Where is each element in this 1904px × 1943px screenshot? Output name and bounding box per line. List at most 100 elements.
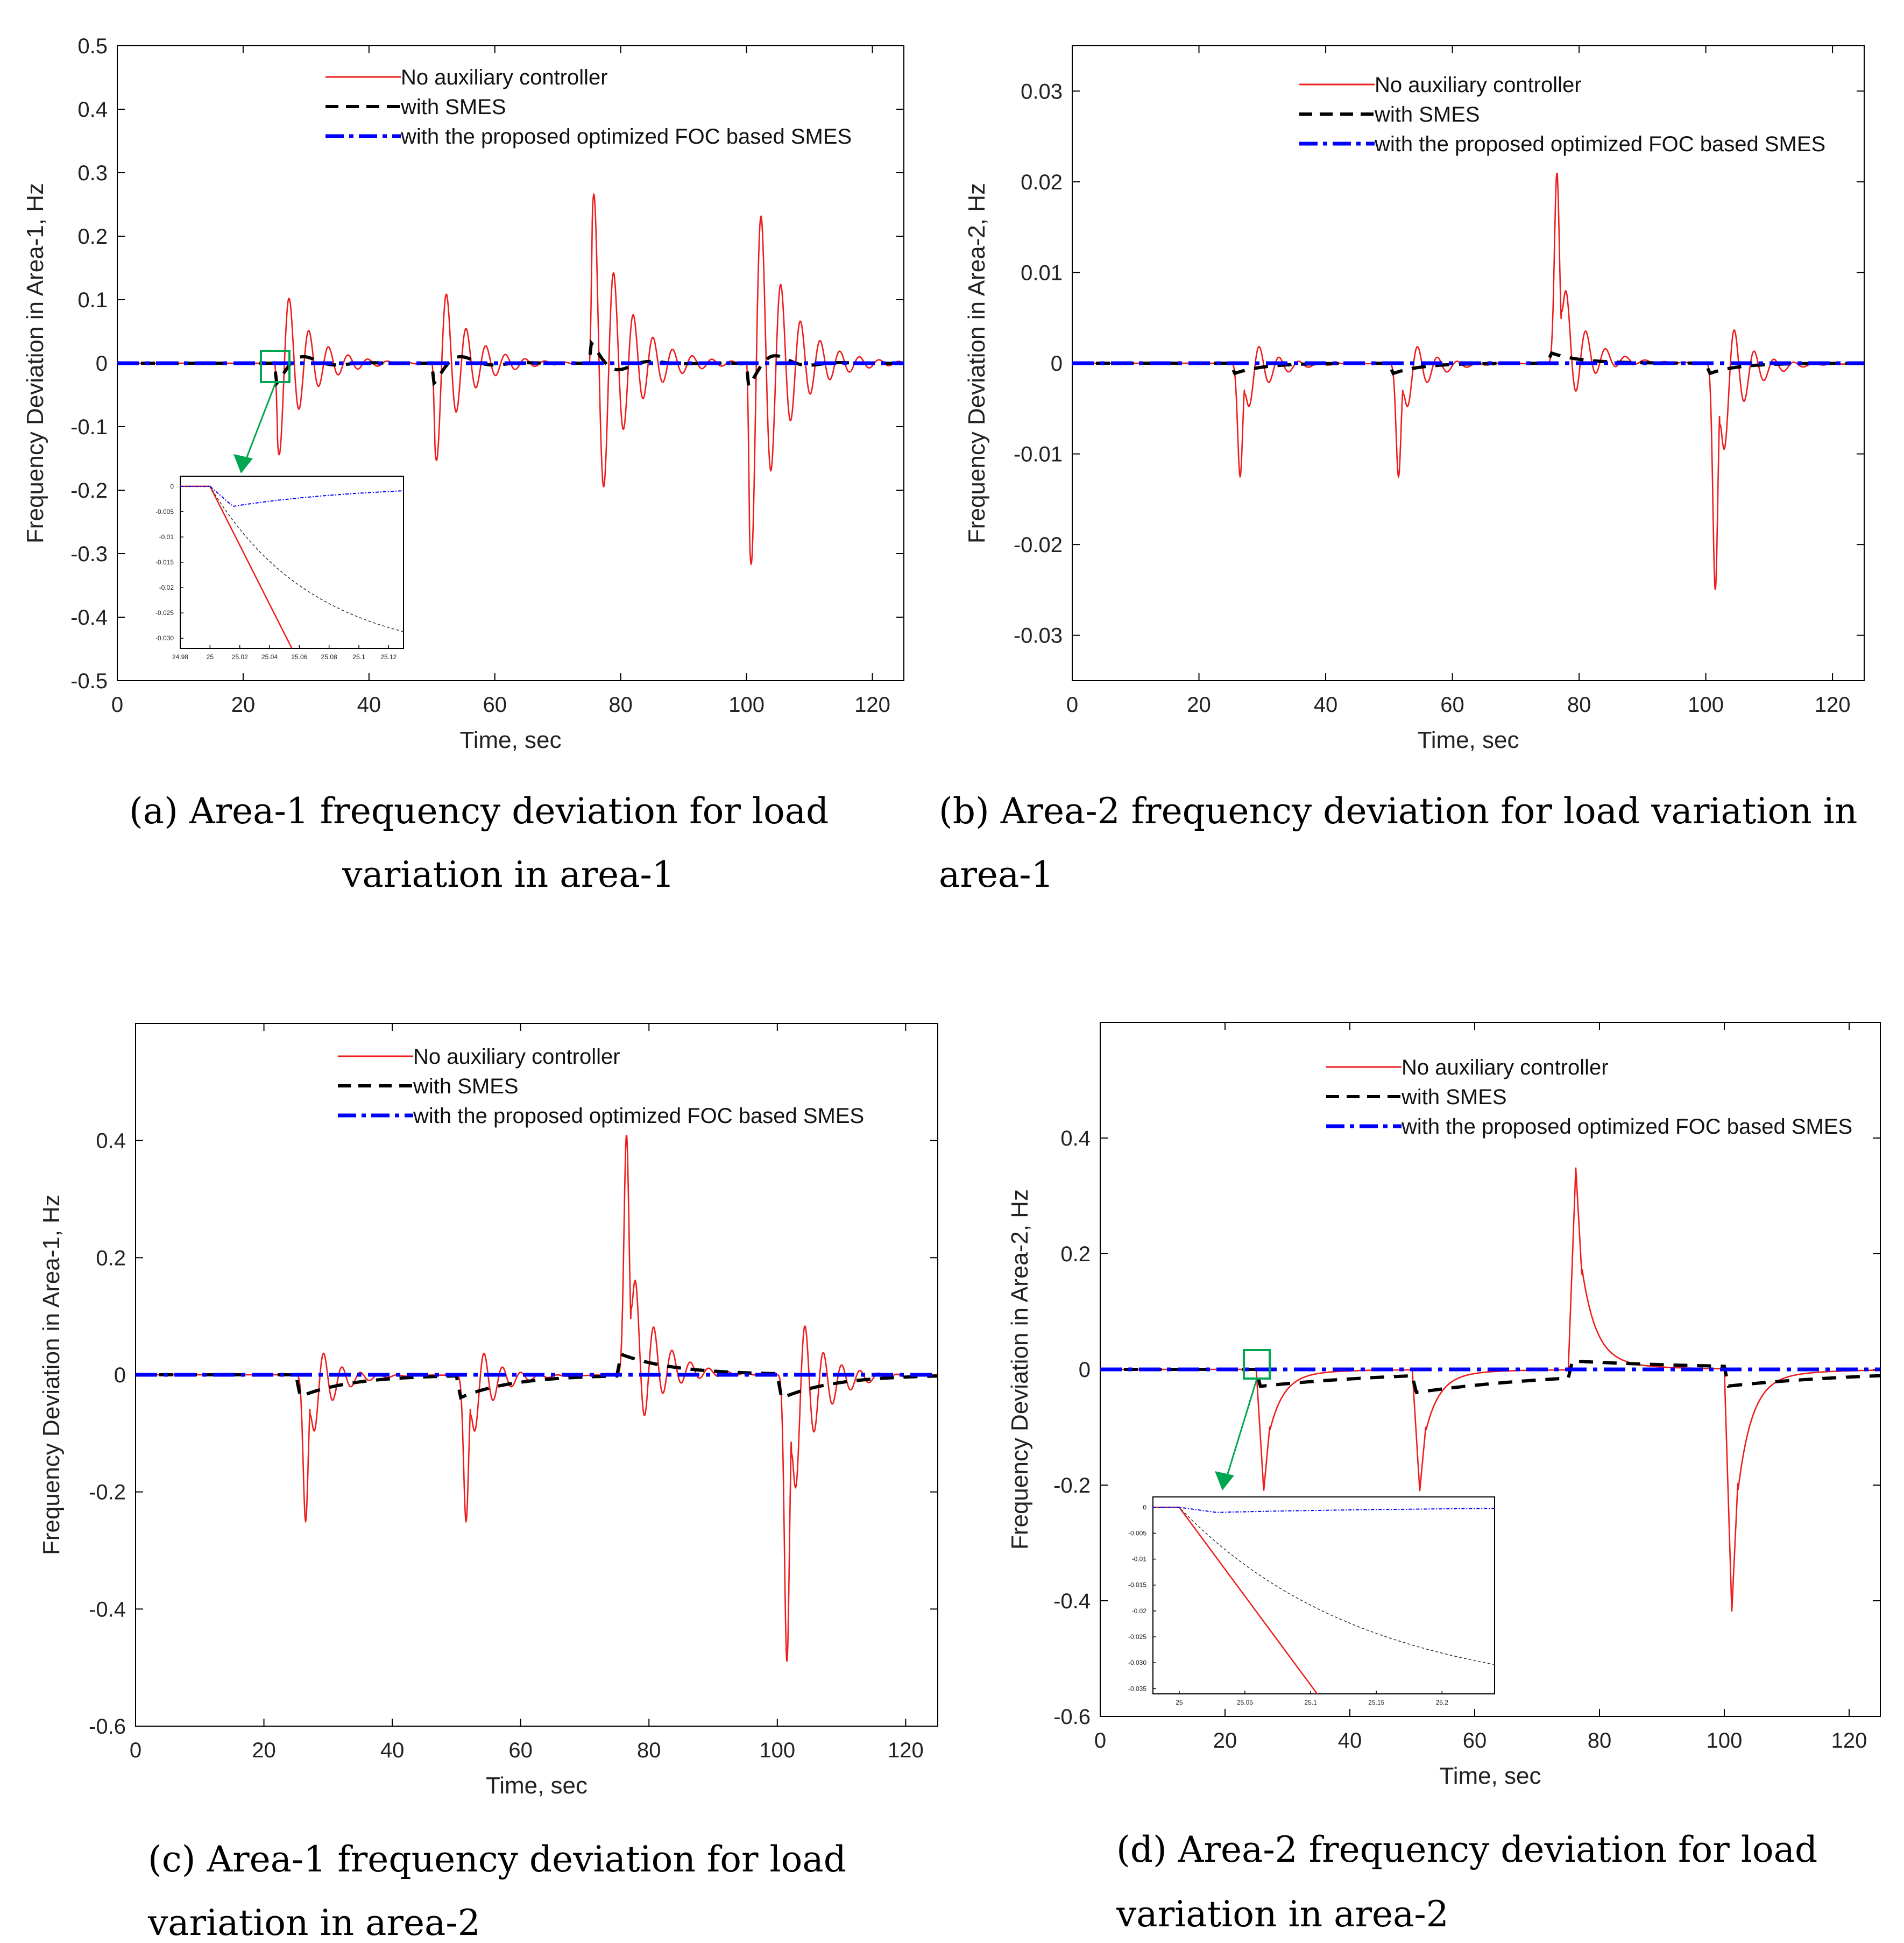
zoom-x-tick-label: 25.05 [1237, 1699, 1253, 1706]
zoom-arrow-line [243, 383, 277, 464]
legend-label: with SMES [413, 1075, 519, 1098]
x-axis-label: Time, sec [486, 1772, 588, 1799]
caption-line: area-1 [939, 854, 1054, 895]
y-axis-label: Frequency Deviation in Area-1, Hz [22, 183, 48, 543]
legend: No auxiliary controller with SMES with the… [338, 1045, 864, 1128]
legend-label: with the proposed optimized FOC based SM… [1401, 1115, 1852, 1139]
x-tick-label: 40 [1314, 693, 1338, 717]
legend-label: with the proposed optimized FOC based SM… [413, 1104, 864, 1128]
zoom-marker-box [1243, 1349, 1271, 1380]
zoom-plot-area [180, 476, 404, 649]
y-axis-label: Frequency Deviation in Area-2, Hz [1007, 1189, 1033, 1550]
y-tick-label: 0.2 [96, 1246, 126, 1270]
y-tick-label: -0.6 [1053, 1705, 1091, 1729]
caption-line: variation in area-2 [147, 1902, 480, 1943]
zoom-x-tick-label: 25.15 [1368, 1699, 1384, 1706]
chart-panel-c: 0 20 40 60 80 100 120 -0.6 -0.4 -0.2 0 0.2 0.4 Time, … [38, 1023, 938, 1943]
zoom-x-tick-label: 25 [1176, 1699, 1183, 1706]
zoom-x-tick-label: 25.1 [1304, 1699, 1317, 1706]
caption-line: (d) Area-2 frequency deviation for load [1116, 1829, 1817, 1870]
caption-line: variation in area-2 [1116, 1893, 1449, 1935]
x-axis-label: Time, sec [459, 727, 561, 753]
x-axis-label: Time, sec [1439, 1763, 1541, 1789]
zoom-y-tick-label: 0 [1143, 1503, 1146, 1511]
zoom-inset: 24.98 25 25.02 25.04 25.06 25.08 25.1 25.12 0 -0.… [155, 350, 404, 661]
x-tick-label: 0 [1094, 1729, 1106, 1753]
legend-label: with SMES [400, 95, 506, 119]
zoom-x-tick-label: 25 [207, 653, 214, 661]
y-tick-label: 0.2 [77, 225, 108, 249]
y-tick-label: -0.2 [70, 479, 108, 503]
zoom-x-tick-label: 25.04 [261, 653, 278, 661]
zoom-arrow-head [1215, 1471, 1234, 1490]
x-tick-label: 100 [1707, 1729, 1743, 1753]
y-tick-label: -0.1 [70, 415, 108, 439]
x-tick-label: 20 [252, 1739, 276, 1762]
x-tick-label: 80 [1567, 693, 1591, 717]
zoom-x-tick-label: 25.12 [380, 653, 397, 661]
caption-line: (a) Area-1 frequency deviation for load [129, 790, 829, 832]
x-tick-label: 0 [130, 1739, 141, 1762]
zoom-series-with-smes [1153, 1507, 1495, 1665]
zoom-arrow-head [233, 454, 253, 474]
x-tick-label: 20 [1213, 1729, 1237, 1753]
caption-line: (c) Area-1 frequency deviation for load [148, 1839, 846, 1880]
y-axis-label: Frequency Deviation in Area-2, Hz [964, 183, 990, 543]
x-tick-label: 120 [854, 693, 890, 717]
zoom-series-proposed-foc-smes [1153, 1507, 1495, 1513]
caption-line: variation in area-1 [342, 854, 675, 895]
zoom-inset: 25 25.05 25.1 25.15 25.2 0 -0.005 -0.01 -0.015 -0… [1128, 1349, 1495, 1706]
y-tick-label: 0.02 [1021, 171, 1063, 194]
y-tick-label: 0.4 [1060, 1127, 1091, 1150]
zoom-y-tick-label: -0.01 [159, 533, 174, 541]
zoom-y-tick-label: 0 [170, 483, 174, 490]
chart-panel-a: 0 20 40 60 80 100 120 -0.5 -0.4 -0.3 -0.2 -0.1 0 0.1 0… [22, 34, 904, 895]
series-group [136, 1134, 938, 1662]
zoom-marker-box [260, 350, 291, 383]
x-tick-label: 60 [1463, 1729, 1487, 1753]
x-tick-label: 100 [728, 693, 765, 717]
x-tick-label: 60 [508, 1739, 533, 1762]
chart-panel-b: 0 20 40 60 80 100 120 -0.03 -0.02 -0.01 0 0.01 0.02 0… [939, 45, 1865, 895]
zoom-arrow-line [1224, 1379, 1258, 1481]
legend-label: No auxiliary controller [1375, 73, 1582, 97]
y-tick-label: -0.4 [89, 1598, 126, 1621]
x-tick-label: 120 [1831, 1729, 1867, 1753]
caption-line: (b) Area-2 frequency deviation for load … [939, 790, 1857, 832]
y-tick-label: 0.4 [96, 1129, 126, 1153]
zoom-series-proposed-foc-smes [180, 485, 404, 507]
x-axis-label: Time, sec [1417, 727, 1519, 753]
legend: No auxiliary controller with SMES with the… [1326, 1056, 1852, 1139]
y-tick-label: -0.01 [1014, 443, 1063, 467]
legend: No auxiliary controller with SMES with the… [1299, 73, 1825, 156]
zoom-y-tick-label: -0.025 [1128, 1633, 1146, 1641]
zoom-plot-area [1152, 1496, 1495, 1694]
x-tick-label: 40 [380, 1739, 405, 1762]
chart-panel-d: 0 20 40 60 80 100 120 -0.6 -0.4 -0.2 0 0.2 0.4 Time, … [1007, 1022, 1881, 1935]
zoom-y-tick-label: -0.030 [155, 634, 174, 642]
x-tick-label: 0 [1066, 693, 1078, 717]
x-tick-label: 60 [483, 693, 507, 717]
y-tick-label: 0 [114, 1363, 126, 1387]
legend-label: with SMES [1374, 103, 1480, 126]
x-tick-label: 80 [1588, 1729, 1612, 1753]
legend-label: with the proposed optimized FOC based SM… [400, 125, 852, 149]
x-tick-label: 80 [608, 693, 633, 717]
x-tick-label: 40 [1338, 1729, 1362, 1753]
zoom-x-tick-label: 24.98 [172, 653, 188, 661]
zoom-x-tick-label: 25.1 [352, 653, 365, 661]
y-tick-label: 0 [1079, 1358, 1091, 1382]
series-group [1100, 1167, 1880, 1612]
x-tick-label: 0 [111, 693, 123, 717]
series-group [1072, 172, 1864, 590]
y-tick-label: 0.01 [1021, 261, 1063, 285]
x-tick-label: 40 [357, 693, 381, 717]
y-tick-label: 0.3 [77, 161, 108, 185]
y-tick-label: -0.3 [70, 542, 108, 566]
x-tick-label: 120 [1815, 693, 1851, 717]
zoom-y-tick-label: -0.025 [155, 609, 174, 617]
legend: No auxiliary controller with SMES with the… [325, 66, 852, 149]
zoom-y-tick-label: -0.02 [159, 584, 174, 591]
legend-label: with the proposed optimized FOC based SM… [1374, 132, 1825, 156]
